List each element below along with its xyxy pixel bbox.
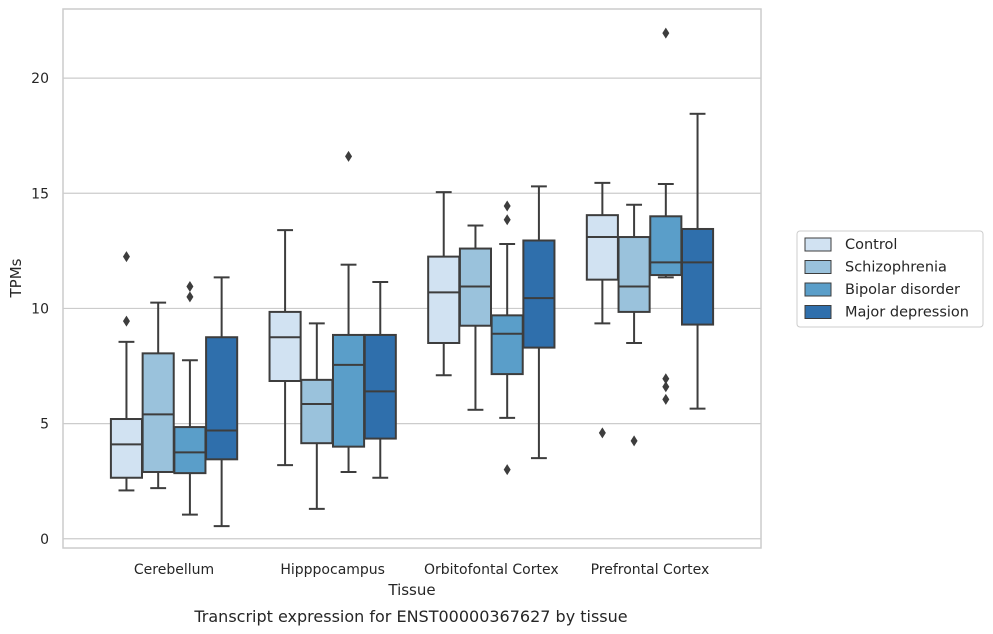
y-tick-label: 20: [31, 71, 49, 87]
outlier-point: [598, 427, 606, 439]
box-orbitofontal-cortex-control: [427, 191, 461, 377]
box-hipppocampus-bipolar-disorder: [331, 150, 366, 473]
chart-caption: Transcript expression for ENST0000036762…: [193, 607, 627, 626]
x-tick-labels: Cerebellum Hipppocampus Orbitofontal Corte…: [134, 562, 709, 578]
iqr-box: [522, 239, 556, 349]
box-groups: [109, 27, 715, 528]
legend-label-schizophrenia: Schizophrenia: [845, 260, 947, 276]
iqr-box: [649, 215, 683, 277]
outlier-point: [122, 315, 130, 327]
y-tick-label: 15: [31, 186, 49, 202]
legend-label-major-depression: Major depression: [845, 305, 969, 321]
box-hipppocampus-major-depression: [363, 280, 397, 479]
legend-frame: [796, 230, 984, 328]
legend-swatch-schizophrenia: [804, 260, 832, 274]
y-axis-label: TPMs: [7, 258, 25, 298]
box-cerebellum-major-depression: [205, 276, 239, 528]
outlier-point: [503, 464, 511, 476]
legend: Control Schizophrenia Bipolar disorder Majo…: [796, 230, 984, 328]
legend-swatch-major-depression: [804, 305, 832, 319]
box-prefrontal-cortex-bipolar-disorder: [649, 27, 683, 405]
box-hipppocampus-schizophrenia: [300, 322, 334, 510]
outlier-point: [662, 27, 670, 39]
box-orbitofontal-cortex-major-depression: [522, 185, 556, 460]
outlier-point: [662, 393, 670, 405]
plot-frame: [62, 8, 762, 549]
iqr-box: [490, 314, 524, 376]
outlier-point: [186, 291, 194, 303]
outlier-point: [503, 200, 511, 212]
iqr-box: [680, 227, 715, 326]
legend-swatch-control: [804, 237, 832, 252]
box-orbitofontal-cortex-schizophrenia: [458, 224, 493, 411]
iqr-box: [617, 236, 651, 313]
y-tick-label: 10: [31, 301, 49, 317]
x-tick-prefrontal-cortex: Prefrontal Cortex: [591, 562, 710, 578]
outlier-point: [503, 214, 511, 226]
box-prefrontal-cortex-schizophrenia: [617, 203, 651, 447]
iqr-box: [427, 255, 461, 344]
iqr-box: [109, 418, 144, 479]
y-gridlines: [63, 77, 761, 540]
iqr-box: [205, 336, 239, 461]
box-cerebellum-control: [109, 251, 144, 492]
box-orbitofontal-cortex-bipolar-disorder: [490, 200, 524, 476]
y-tick-label: 5: [40, 417, 49, 433]
outlier-point: [345, 150, 353, 162]
x-tick-hipppocampus: Hipppocampus: [280, 562, 385, 578]
outlier-point: [186, 281, 194, 293]
outlier-point: [122, 251, 130, 263]
iqr-box: [173, 426, 207, 475]
x-tick-orbitofontal-cortex: Orbitofontal Cortex: [424, 562, 559, 578]
box-cerebellum-bipolar-disorder: [173, 281, 207, 516]
x-tick-cerebellum: Cerebellum: [134, 562, 214, 578]
legend-label-control: Control: [845, 237, 897, 253]
iqr-box: [363, 333, 397, 440]
y-tick-labels: 0 5 10 15 20: [31, 71, 49, 548]
legend-swatch-bipolar-disorder: [804, 282, 832, 297]
outlier-point: [630, 435, 638, 447]
iqr-box: [268, 310, 302, 383]
box-hipppocampus-control: [268, 229, 302, 467]
box-prefrontal-cortex-major-depression: [680, 112, 715, 410]
iqr-box: [585, 214, 619, 281]
x-axis-label: Tissue: [387, 581, 435, 599]
iqr-box: [331, 333, 366, 448]
iqr-box: [141, 352, 175, 473]
box-cerebellum-schizophrenia: [141, 301, 175, 490]
box-prefrontal-cortex-control: [585, 181, 619, 439]
legend-label-bipolar-disorder: Bipolar disorder: [845, 282, 960, 298]
outlier-point: [662, 373, 670, 385]
y-tick-label: 0: [40, 532, 49, 548]
outlier-point: [662, 381, 670, 393]
iqr-box: [300, 378, 334, 445]
